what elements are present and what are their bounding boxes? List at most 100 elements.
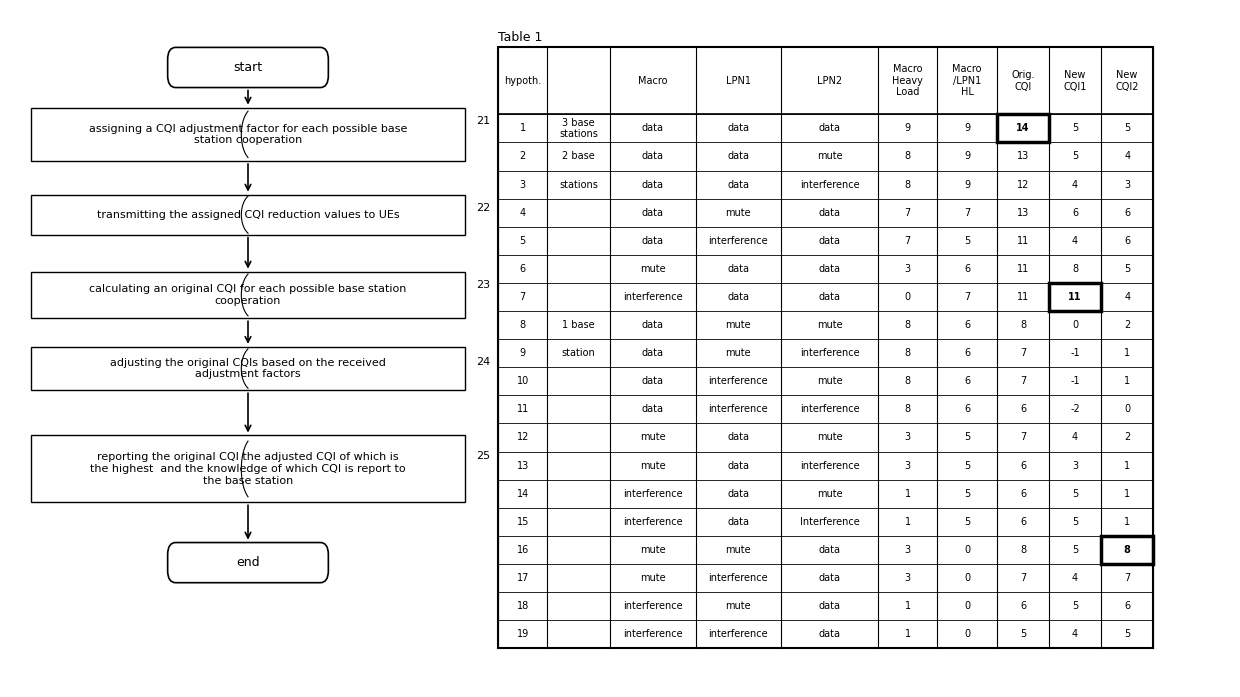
Text: 11: 11 [1017,292,1029,302]
Text: data: data [818,545,841,555]
Text: 6: 6 [1125,601,1130,611]
Text: 5: 5 [1071,516,1079,527]
Text: 0: 0 [1125,404,1130,415]
Text: 22: 22 [476,203,490,213]
Text: start: start [233,61,263,74]
Text: 0: 0 [965,601,970,611]
Text: data: data [818,292,841,302]
Text: data: data [728,151,749,162]
Text: 5: 5 [1071,151,1079,162]
Text: 8: 8 [905,151,910,162]
Text: 4: 4 [1073,573,1078,583]
Text: interference: interference [622,489,683,498]
Text: 8: 8 [905,404,910,415]
Text: 3: 3 [905,264,910,274]
Text: hypoth.: hypoth. [503,76,542,86]
Text: 7: 7 [520,292,526,302]
Text: 7: 7 [1019,376,1027,386]
Text: 8: 8 [905,320,910,330]
Text: data: data [728,180,749,190]
Text: 8: 8 [520,320,526,330]
Text: 13: 13 [517,461,528,470]
Text: 9: 9 [965,123,970,133]
Text: 7: 7 [1019,573,1027,583]
Text: 3: 3 [905,433,910,443]
Text: reporting the original CQI the adjusted CQI of which is
the highest  and the kno: reporting the original CQI the adjusted … [91,452,405,486]
Text: mute: mute [640,573,666,583]
Text: 7: 7 [1123,573,1131,583]
Bar [31,107,465,161]
Text: 7: 7 [1019,348,1027,358]
Text: data: data [642,320,663,330]
Text: 4: 4 [1073,180,1078,190]
Text: -1: -1 [1070,348,1080,358]
Text: 9: 9 [965,180,970,190]
Text: 7: 7 [963,292,971,302]
Text: 6: 6 [965,348,970,358]
Text: 7: 7 [904,236,911,246]
Text: 1: 1 [1125,516,1130,527]
Text: data: data [818,236,841,246]
Text: 12: 12 [517,433,528,443]
Text: data: data [642,236,663,246]
Text: 24: 24 [476,357,490,367]
Text: data: data [642,180,663,190]
Text: mute: mute [817,320,842,330]
Text: 14: 14 [1017,123,1029,133]
Text: 5: 5 [1071,545,1079,555]
Text: 8: 8 [1021,545,1025,555]
Text: data: data [642,348,663,358]
Text: 5: 5 [1123,264,1131,274]
Text: data: data [642,123,663,133]
Text: 6: 6 [965,404,970,415]
Text: 13: 13 [1017,151,1029,162]
Text: 8: 8 [905,376,910,386]
Text: 19: 19 [517,629,528,639]
Text: mute: mute [725,545,751,555]
Text: 1: 1 [905,516,910,527]
Text: 18: 18 [517,601,528,611]
Bar [997,114,1049,142]
Text: 9: 9 [905,123,910,133]
Text: station: station [562,348,595,358]
Text: 0: 0 [965,629,970,639]
Text: 1: 1 [1125,376,1130,386]
Text: 5: 5 [1123,629,1131,639]
Text: 5: 5 [1123,123,1131,133]
Text: data: data [818,123,841,133]
Text: 6: 6 [1021,489,1025,498]
Text: data: data [728,489,749,498]
Text: 7: 7 [1019,433,1027,443]
Text: 1: 1 [1125,461,1130,470]
Text: 5: 5 [963,461,971,470]
Text: 1 base: 1 base [562,320,595,330]
Text: 6: 6 [520,264,526,274]
Text: LPN2: LPN2 [817,76,842,86]
Text: Orig.
CQI: Orig. CQI [1012,70,1034,91]
Text: 5: 5 [1019,629,1027,639]
Text: mute: mute [817,376,842,386]
Text: interference: interference [708,236,769,246]
Text: 6: 6 [965,320,970,330]
Text: 3: 3 [905,545,910,555]
Text: 15: 15 [517,516,528,527]
Text: 5: 5 [1071,489,1079,498]
Text: 8: 8 [1073,264,1078,274]
Text: interference: interference [800,461,859,470]
Text: adjusting the original CQIs based on the received
adjustment factors: adjusting the original CQIs based on the… [110,358,386,379]
Text: New
CQI1: New CQI1 [1064,70,1086,91]
Text: data: data [818,208,841,217]
Text: data: data [642,376,663,386]
Text: data: data [728,292,749,302]
Text: 3: 3 [1125,180,1130,190]
Text: 7: 7 [963,208,971,217]
Text: data: data [818,629,841,639]
Text: 3: 3 [520,180,526,190]
Text: LPN1: LPN1 [725,76,751,86]
Text: 7: 7 [904,208,911,217]
Text: mute: mute [640,264,666,274]
Text: 3: 3 [905,461,910,470]
Text: 5: 5 [963,433,971,443]
Text: 6: 6 [1073,208,1078,217]
Text: data: data [642,208,663,217]
